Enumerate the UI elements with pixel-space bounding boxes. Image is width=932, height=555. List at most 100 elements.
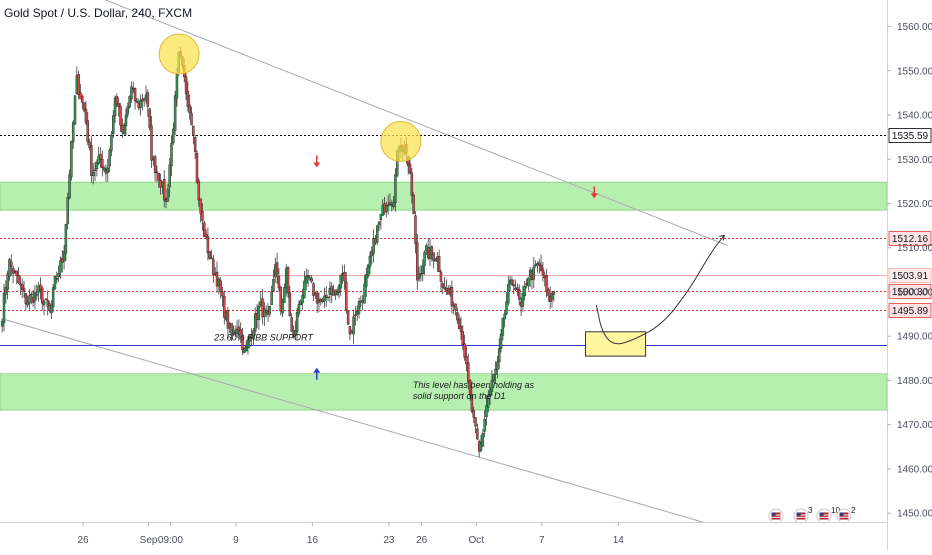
candle-body [15, 270, 18, 276]
candle-body [186, 91, 190, 108]
candle-body [545, 275, 548, 292]
flag-stripe [839, 516, 849, 518]
price-tag [888, 268, 932, 283]
candle-body [439, 271, 443, 282]
candle-body [162, 178, 166, 201]
flag-canton [771, 512, 776, 516]
candle-body [11, 267, 15, 274]
candle-body [450, 286, 454, 307]
candle-body [133, 88, 137, 102]
candle-body [310, 278, 313, 282]
candle-body [221, 291, 224, 297]
y-tick-label: 1470.00 [897, 420, 932, 431]
candle-body [155, 171, 159, 174]
candle-body [93, 169, 97, 172]
candle-body [28, 295, 31, 304]
candle-body [77, 74, 80, 95]
x-tick-label: 9 [233, 535, 239, 546]
candle-body [46, 300, 49, 307]
candle-body [372, 238, 375, 254]
candle-body [386, 204, 390, 207]
candle-body [532, 266, 536, 280]
candle-body [481, 433, 485, 447]
candle-body [119, 106, 122, 126]
candle-body [417, 274, 421, 279]
arrow-down-icon [313, 162, 321, 168]
candle-body [414, 215, 417, 244]
y-tick-label: 1540.00 [897, 111, 932, 122]
candle-body [352, 316, 355, 335]
candle-body [73, 95, 77, 125]
candle-body [199, 198, 202, 214]
arrow-up-icon [313, 367, 321, 373]
candle-body [468, 379, 472, 396]
candle-body [111, 115, 115, 134]
candle-body [157, 173, 161, 181]
candle-body [326, 296, 330, 299]
candle-body [470, 395, 474, 412]
highlight-circle [158, 33, 200, 75]
event-count: 2 [851, 506, 856, 515]
candle-body [84, 108, 88, 123]
candle-body [485, 405, 488, 418]
price-tag-label: 1500.30 [892, 287, 929, 298]
candle-body [505, 301, 508, 315]
y-tick-label: 1530.00 [897, 155, 932, 166]
support-resistance-zones [0, 181, 887, 411]
y-tick-label: 1490.00 [897, 332, 932, 343]
candle-body [130, 86, 133, 100]
x-tick-label: 14 [613, 535, 625, 546]
candle-body [465, 356, 468, 365]
candle-body [430, 246, 434, 255]
candle-body [184, 76, 188, 94]
candle-body [463, 343, 466, 358]
candle-body [35, 293, 39, 296]
support-zone [0, 181, 887, 211]
candle-body [126, 106, 130, 115]
candle-body [139, 100, 142, 108]
candle-body [206, 236, 210, 254]
candle-body [30, 293, 33, 296]
y-tick-label: 1510.00 [897, 243, 932, 254]
candle-body [8, 259, 11, 277]
candle-body [239, 329, 242, 335]
candle-body [517, 289, 521, 300]
candle-body [170, 142, 173, 167]
candle-body [90, 145, 93, 176]
price-levels [0, 135, 887, 346]
candle-body [421, 265, 424, 275]
candle-body [148, 108, 151, 128]
candle-body [490, 380, 494, 392]
candle-body [42, 301, 46, 306]
candle-body [102, 167, 106, 171]
candle-body [547, 289, 550, 296]
trendline [0, 318, 705, 522]
candle-body [348, 326, 352, 335]
candle-body [312, 283, 315, 296]
candle-body [146, 92, 150, 107]
candle-body [82, 102, 86, 111]
candle-body [219, 280, 222, 292]
projection-path [595, 234, 725, 345]
x-tick-label: 26 [416, 535, 428, 546]
candle-body [412, 194, 415, 214]
candle-body [19, 283, 22, 286]
candle-body [173, 95, 177, 131]
candle-body [377, 221, 381, 226]
candle-body [279, 286, 282, 312]
candle-body [272, 279, 275, 292]
candle-body [437, 256, 441, 272]
candle-body [423, 251, 426, 266]
candle-body [261, 298, 264, 318]
candle-body [39, 284, 42, 291]
candle-body [488, 389, 492, 396]
candle-body [257, 305, 261, 321]
candle-body [128, 96, 131, 108]
x-tick-label: Sep [140, 535, 158, 546]
candle-body [97, 155, 100, 164]
candle-body [286, 266, 290, 294]
price-tag [888, 128, 932, 143]
